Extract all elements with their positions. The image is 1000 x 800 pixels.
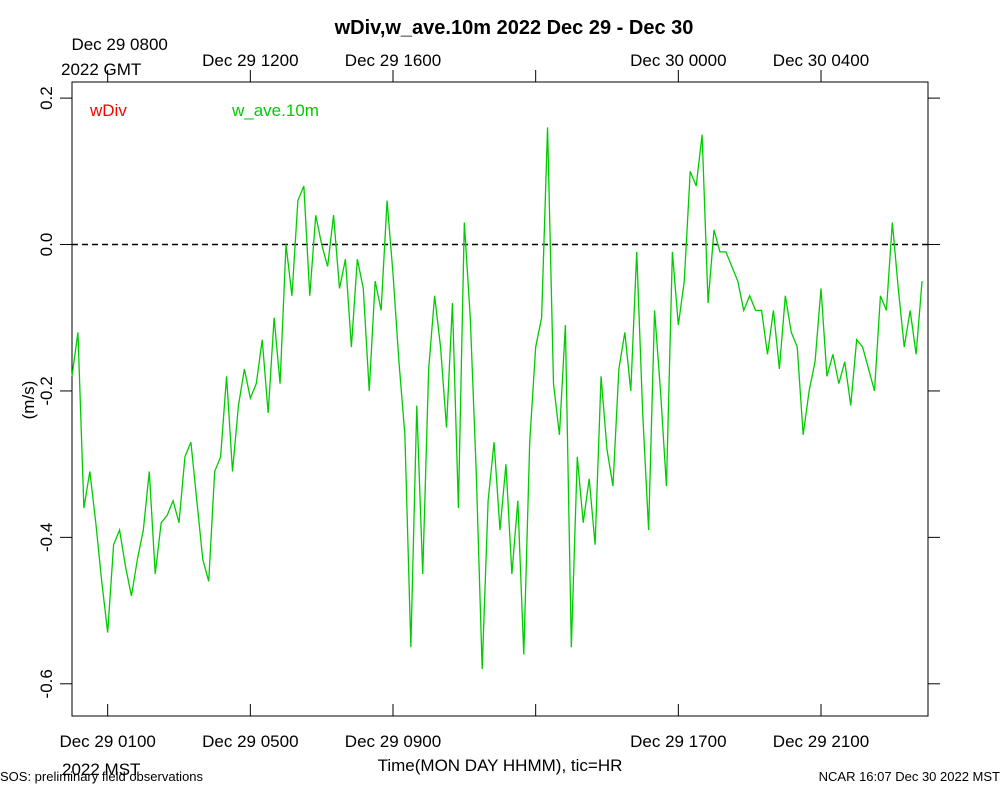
series-line xyxy=(71,127,923,670)
chart-title: wDiv,w_ave.10m 2022 Dec 29 - Dec 30 xyxy=(334,17,694,39)
plot-frame xyxy=(71,81,929,717)
footer-left: SOS: preliminary field observations xyxy=(0,769,204,784)
x-tick-label: Dec 29 1700 xyxy=(630,732,726,751)
x-tick-label: Dec 29 0500 xyxy=(202,732,298,751)
x-axis-label: Time(MON DAY HHMM), tic=HR xyxy=(378,756,623,775)
x2-tick-label: Dec 30 0400 xyxy=(773,51,869,70)
y-tick-label: -0.6 xyxy=(37,669,56,698)
y-tick-label: 0.2 xyxy=(37,86,56,110)
y-axis-label: (m/s) xyxy=(19,381,38,420)
y-tick-label: -0.2 xyxy=(37,376,56,405)
y-tick-label: -0.4 xyxy=(37,523,56,552)
footer-right: NCAR 16:07 Dec 30 2022 MST xyxy=(819,769,1000,784)
y-tick-label: 0.0 xyxy=(37,233,56,257)
x2-tick-label: Dec 29 1600 xyxy=(345,51,441,70)
x2-unit: 2022 GMT xyxy=(61,60,141,79)
x2-tick-label: Dec 29 1200 xyxy=(202,51,298,70)
x2-tick-label: Dec 30 0000 xyxy=(630,51,726,70)
x2-tick-label: Dec 29 0800 xyxy=(71,35,167,54)
legend-entry: wDiv xyxy=(89,101,127,120)
legend-entry: w_ave.10m xyxy=(231,101,319,120)
x-tick-label: Dec 29 0900 xyxy=(345,732,441,751)
x-unit: 2022 MST xyxy=(62,760,140,779)
x-tick-label: Dec 29 0100 xyxy=(59,732,155,751)
x-tick-label: Dec 29 2100 xyxy=(773,732,869,751)
